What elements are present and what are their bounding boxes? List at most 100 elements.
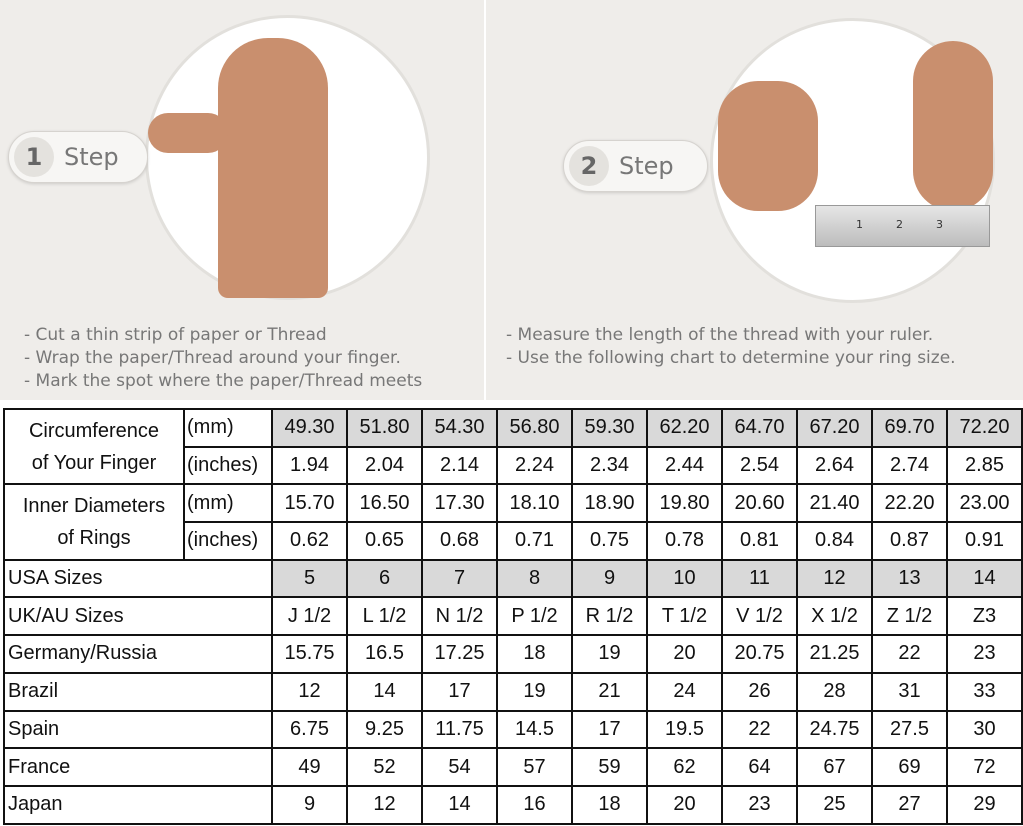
unit-label: (mm) [183, 408, 273, 448]
table-cell: 0.91 [946, 521, 1023, 561]
table-cell: 0.84 [796, 521, 873, 561]
table-cell: 23 [946, 634, 1023, 674]
step-label: Step [64, 143, 119, 171]
table-cell: 27 [871, 784, 948, 825]
table-cell: 2.04 [346, 445, 423, 486]
table-row: UK/AU Sizes J 1/2 L 1/2 N 1/2 P 1/2 R 1/2 T 1/… [3, 596, 1023, 637]
table-cell: 20.60 [721, 483, 798, 524]
table-cell: 0.78 [646, 521, 723, 561]
table-cell: 2.14 [421, 445, 498, 486]
table-cell: 59.30 [571, 408, 648, 448]
table-cell: 31 [871, 671, 948, 712]
table-cell: 18.90 [571, 483, 648, 524]
inner_diameter-label: Inner Diameters of Rings [3, 483, 185, 561]
table-cell: V 1/2 [721, 596, 798, 637]
table-cell: 2.24 [496, 445, 573, 486]
table-cell: 2.64 [796, 445, 873, 486]
ruler-image: 1 2 3 [815, 205, 990, 247]
table-cell: 1.94 [271, 445, 348, 486]
table-cell: Z3 [946, 596, 1023, 637]
table-cell: 0.75 [571, 521, 648, 561]
table-cell: 30 [946, 709, 1023, 750]
table-cell: 29 [946, 784, 1023, 825]
table-cell: 67 [796, 747, 873, 787]
table-cell: 17 [421, 671, 498, 712]
table-cell: 0.71 [496, 521, 573, 561]
table-row: Inner Diameters of Rings (mm) 15.70 16.50 17.… [3, 483, 1023, 561]
row-label: Japan [3, 784, 273, 825]
unit-label: (mm) [183, 483, 273, 524]
table-cell: 24 [646, 671, 723, 712]
instruction-line: - Use the following chart to determine y… [506, 348, 956, 368]
table-cell: 33 [946, 671, 1023, 712]
table-cell: 62.20 [646, 408, 723, 448]
ruler-mark: 2 [896, 218, 903, 231]
table-cell: 20 [646, 784, 723, 825]
table-cell: 26 [721, 671, 798, 712]
step-number: 1 [14, 137, 54, 177]
table-cell: 9 [271, 784, 348, 825]
table-cell: 25 [796, 784, 873, 825]
table-row: Spain 6.75 9.25 11.75 14.5 17 19.5 22 24.75 27.5 3… [3, 709, 1023, 750]
table-cell: 21 [571, 671, 648, 712]
table-cell: Z 1/2 [871, 596, 948, 637]
table-cell: 2.74 [871, 445, 948, 486]
table-row: France 49 52 54 57 59 62 64 67 69 72 [3, 747, 1023, 787]
table-cell: 9 [571, 558, 648, 599]
table-cell: 69.70 [871, 408, 948, 448]
table-cell: 23.00 [946, 483, 1023, 524]
table-cell: R 1/2 [571, 596, 648, 637]
divider [484, 0, 486, 400]
table-cell: J 1/2 [271, 596, 348, 637]
table-cell: 15.70 [271, 483, 348, 524]
table-cell: 16.5 [346, 634, 423, 674]
label-line: of Your Finger [31, 451, 157, 474]
table-cell: P 1/2 [496, 596, 573, 637]
instructions-panel: 1 Step - Cut a thin strip of paper or Th… [0, 0, 1023, 400]
table-cell: L 1/2 [346, 596, 423, 637]
instruction-line: - Mark the spot where the paper/Thread m… [24, 371, 423, 391]
table-cell: 27.5 [871, 709, 948, 750]
label-line: Circumference [28, 419, 160, 442]
table-cell: 20.75 [721, 634, 798, 674]
table-cell: 18 [496, 634, 573, 674]
label-line: Inner Diameters [22, 495, 166, 518]
table-cell: 21.25 [796, 634, 873, 674]
table-cell: 12 [271, 671, 348, 712]
step2-instructions: - Measure the length of the thread with … [506, 324, 956, 370]
table-cell: 72 [946, 747, 1023, 787]
table-cell: 57 [496, 747, 573, 787]
table-cell: 2.54 [721, 445, 798, 486]
table-cell: 14.5 [496, 709, 573, 750]
table-row: Germany/Russia 15.75 16.5 17.25 18 19 20 20.75 2… [3, 634, 1023, 674]
table-cell: 8 [496, 558, 573, 599]
table-cell: 69 [871, 747, 948, 787]
step1-badge: 1 Step [8, 131, 148, 183]
table-cell: 5 [271, 558, 348, 599]
table-cell: 24.75 [796, 709, 873, 750]
table-cell: 19 [496, 671, 573, 712]
row-label: Spain [3, 709, 273, 750]
table-cell: 11.75 [421, 709, 498, 750]
table-row: Japan 9 12 14 16 18 20 23 25 27 29 [3, 784, 1023, 825]
table-cell: 54.30 [421, 408, 498, 448]
table-cell: 18.10 [496, 483, 573, 524]
table-cell: 17 [571, 709, 648, 750]
table-cell: 17.30 [421, 483, 498, 524]
step2-thread-ruler-image [710, 18, 995, 303]
table-cell: 14 [946, 558, 1023, 599]
table-cell: 0.87 [871, 521, 948, 561]
table-cell: 15.75 [271, 634, 348, 674]
table-cell: 49.30 [271, 408, 348, 448]
table-cell: 72.20 [946, 408, 1023, 448]
table-cell: 2.85 [946, 445, 1023, 486]
table-cell: 64 [721, 747, 798, 787]
table-cell: 20 [646, 634, 723, 674]
instruction-line: - Measure the length of the thread with … [506, 325, 934, 345]
row-label: France [3, 747, 273, 787]
label-line: of Rings [57, 527, 131, 550]
table-cell: 22 [871, 634, 948, 674]
table-cell: 19.5 [646, 709, 723, 750]
table-cell: 16 [496, 784, 573, 825]
instruction-line: - Wrap the paper/Thread around your fing… [24, 348, 401, 368]
